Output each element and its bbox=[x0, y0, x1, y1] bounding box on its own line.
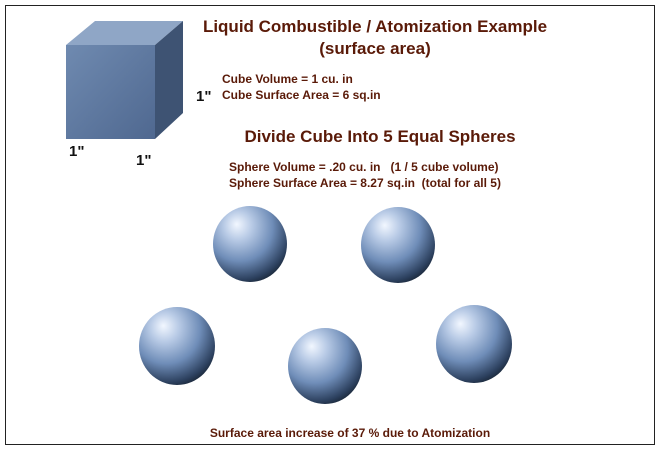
sphere-3 bbox=[139, 307, 215, 385]
spheres-group bbox=[139, 206, 512, 404]
sphere-2 bbox=[361, 207, 435, 283]
divide-heading: Divide Cube Into 5 Equal Spheres bbox=[244, 127, 516, 146]
footer-note: Surface area increase of 37 % due to Ato… bbox=[209, 426, 491, 440]
sphere-4 bbox=[288, 328, 362, 404]
cube-depth-label: 1" bbox=[69, 143, 85, 160]
sphere-5 bbox=[436, 305, 512, 383]
page-subtitle: (surface area) bbox=[319, 39, 431, 58]
cube-volume-text: Cube Volume = 1 cu. in bbox=[222, 72, 353, 86]
sphere-volume-text: Sphere Volume = .20 cu. in (1 / 5 cube v… bbox=[229, 160, 499, 174]
sphere-surface-text: Sphere Surface Area = 8.27 sq.in (total … bbox=[229, 176, 501, 190]
cube-top-face bbox=[66, 21, 183, 45]
sphere-1 bbox=[213, 206, 287, 282]
cube-graphic bbox=[66, 21, 183, 139]
cube-surface-text: Cube Surface Area = 6 sq.in bbox=[222, 88, 381, 102]
cube-height-label: 1" bbox=[196, 88, 212, 105]
page-title: Liquid Combustible / Atomization Example bbox=[202, 17, 548, 36]
cube-side-face bbox=[155, 21, 183, 139]
cube-front-face bbox=[66, 45, 155, 139]
cube-width-label: 1" bbox=[136, 152, 152, 169]
